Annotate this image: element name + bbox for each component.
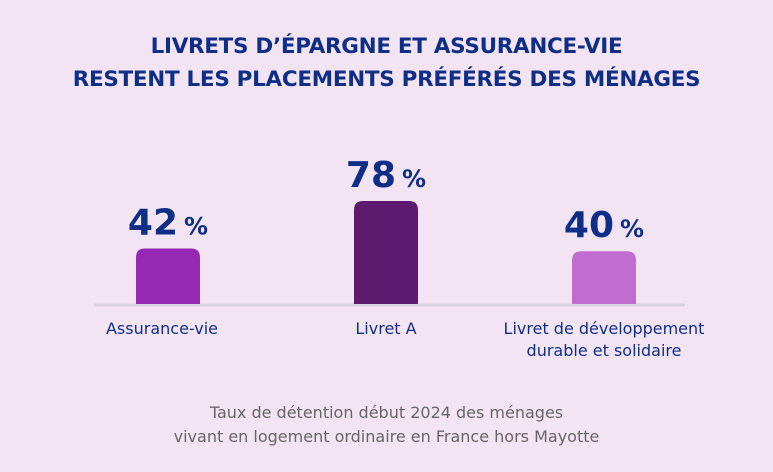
footnote-line-1: Taux de détention début 2024 des ménages [209,403,564,422]
chart-title: LIVRETS D’ÉPARGNE ET ASSURANCE-VIE RESTE… [0,30,773,96]
title-line-2: RESTENT LES PLACEMENTS PRÉFÉRÉS DES MÉNA… [72,67,701,92]
category-label-ldds: Livret de développement durable et solid… [484,318,724,362]
footnote-line-2: vivant en logement ordinaire en France h… [173,427,600,446]
category-label-line: durable et solidaire [526,341,682,360]
title-line-1: LIVRETS D’ÉPARGNE ET ASSURANCE-VIE [150,34,623,59]
category-label-assurance-vie: Assurance-vie [62,318,262,340]
category-label-line: Livret de développement [503,319,705,338]
category-label-line: Livret A [355,319,417,338]
category-label-livret-a: Livret A [286,318,486,340]
bar-0 [136,248,200,304]
bar-1 [354,201,418,304]
bar-2 [572,251,636,304]
category-label-line: Assurance-vie [105,319,219,338]
value-label-0: 42% [128,203,208,244]
value-label-2: 40% [564,205,644,246]
chart-footnote: Taux de détention début 2024 des ménages… [0,401,773,449]
value-label-1: 78% [346,155,426,196]
